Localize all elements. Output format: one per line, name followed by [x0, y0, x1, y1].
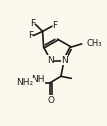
Text: F: F — [52, 21, 57, 30]
Text: CH₃: CH₃ — [86, 39, 102, 48]
Text: F: F — [28, 31, 33, 40]
Text: O: O — [47, 96, 54, 105]
Text: NH: NH — [31, 75, 45, 84]
Text: NH₂: NH₂ — [16, 78, 33, 87]
Text: N: N — [47, 56, 54, 65]
Text: F: F — [30, 19, 35, 28]
Text: N: N — [61, 56, 68, 65]
